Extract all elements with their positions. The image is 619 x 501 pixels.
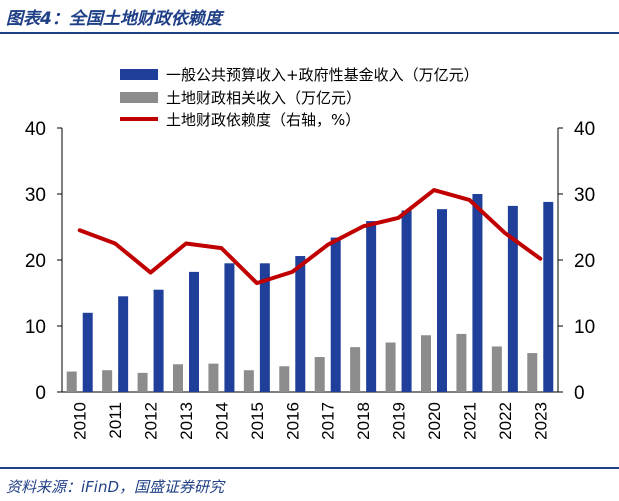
budget-revenue-bar <box>295 256 306 392</box>
budget-revenue-bar <box>472 194 483 392</box>
land-revenue-bar <box>527 353 538 392</box>
right-y-tick-label: 0 <box>574 383 585 404</box>
right-y-tick-label: 20 <box>574 251 595 272</box>
x-tick-label: 2015 <box>248 402 267 440</box>
budget-revenue-bar <box>82 312 93 392</box>
legend-label: 一般公共预算收入+政府性基金收入（万亿元） <box>166 66 479 84</box>
x-tick-label: 2020 <box>425 402 444 440</box>
budget-revenue-bar <box>153 289 164 392</box>
x-tick-label: 2016 <box>283 402 302 440</box>
budget-revenue-bar <box>224 263 235 392</box>
land-revenue-bar <box>279 366 290 392</box>
land-revenue-bar <box>243 370 254 392</box>
land-revenue-bar <box>314 357 325 392</box>
land-revenue-bar <box>102 370 113 392</box>
budget-revenue-bar <box>330 237 341 392</box>
chart-svg: 一般公共预算收入+政府性基金收入（万亿元） 土地财政相关收入（万亿元） 土地财政依赖… <box>25 66 595 440</box>
land-revenue-bar <box>208 363 219 392</box>
x-tick-label: 2019 <box>390 402 409 440</box>
land-revenue-bar <box>421 335 431 392</box>
land-revenue-bar <box>137 372 148 392</box>
dependency-ratio-line <box>77 188 543 286</box>
title-rule <box>0 32 619 34</box>
figure-title: 图表4：全国土地财政依赖度 <box>6 9 222 29</box>
left-y-tick-label: 0 <box>35 383 46 404</box>
budget-revenue-bar <box>401 210 412 392</box>
right-y-tick-label: 30 <box>574 185 595 206</box>
land-revenue-bar <box>173 364 183 392</box>
legend-swatch-budget <box>120 69 158 80</box>
left-y-tick-label: 30 <box>25 185 46 206</box>
land-revenue-bar <box>66 371 77 392</box>
left-y-tick-label: 20 <box>25 251 46 272</box>
budget-revenue-bar <box>507 205 518 392</box>
legend-label: 土地财政依赖度（右轴，%） <box>166 111 360 129</box>
x-tick-label: 2014 <box>212 402 231 440</box>
right-y-tick-label: 10 <box>574 317 595 338</box>
footer-rule <box>0 467 619 469</box>
budget-revenue-bar <box>259 263 270 392</box>
x-tick-label: 2018 <box>354 402 373 440</box>
budget-revenue-bar <box>118 296 129 392</box>
right-y-tick-label: 40 <box>574 119 595 140</box>
land-revenue-bar <box>456 333 467 392</box>
budget-revenue-bar <box>366 221 377 392</box>
x-tick-label: 2012 <box>142 402 161 440</box>
legend-label: 土地财政相关收入（万亿元） <box>166 89 361 107</box>
x-tick-label: 2011 <box>106 402 125 439</box>
x-tick-label: 2010 <box>71 402 90 440</box>
x-tick-label: 2013 <box>177 402 196 440</box>
left-y-tick-label: 40 <box>25 119 46 140</box>
x-tick-label: 2023 <box>531 402 550 440</box>
land-revenue-bar <box>491 346 502 392</box>
land-revenue-bar <box>350 347 361 392</box>
budget-revenue-bar <box>189 271 199 392</box>
budget-revenue-bar <box>543 201 554 392</box>
x-tick-label: 2021 <box>460 402 479 440</box>
land-revenue-bar <box>385 342 396 392</box>
budget-revenue-bar <box>437 209 447 392</box>
left-y-tick-label: 10 <box>25 317 46 338</box>
legend-swatch-land <box>120 92 158 103</box>
x-tick-label: 2017 <box>319 402 338 440</box>
source-note: 资料来源：iFinD，国盛证券研究 <box>6 478 225 496</box>
x-tick-label: 2022 <box>496 402 515 440</box>
